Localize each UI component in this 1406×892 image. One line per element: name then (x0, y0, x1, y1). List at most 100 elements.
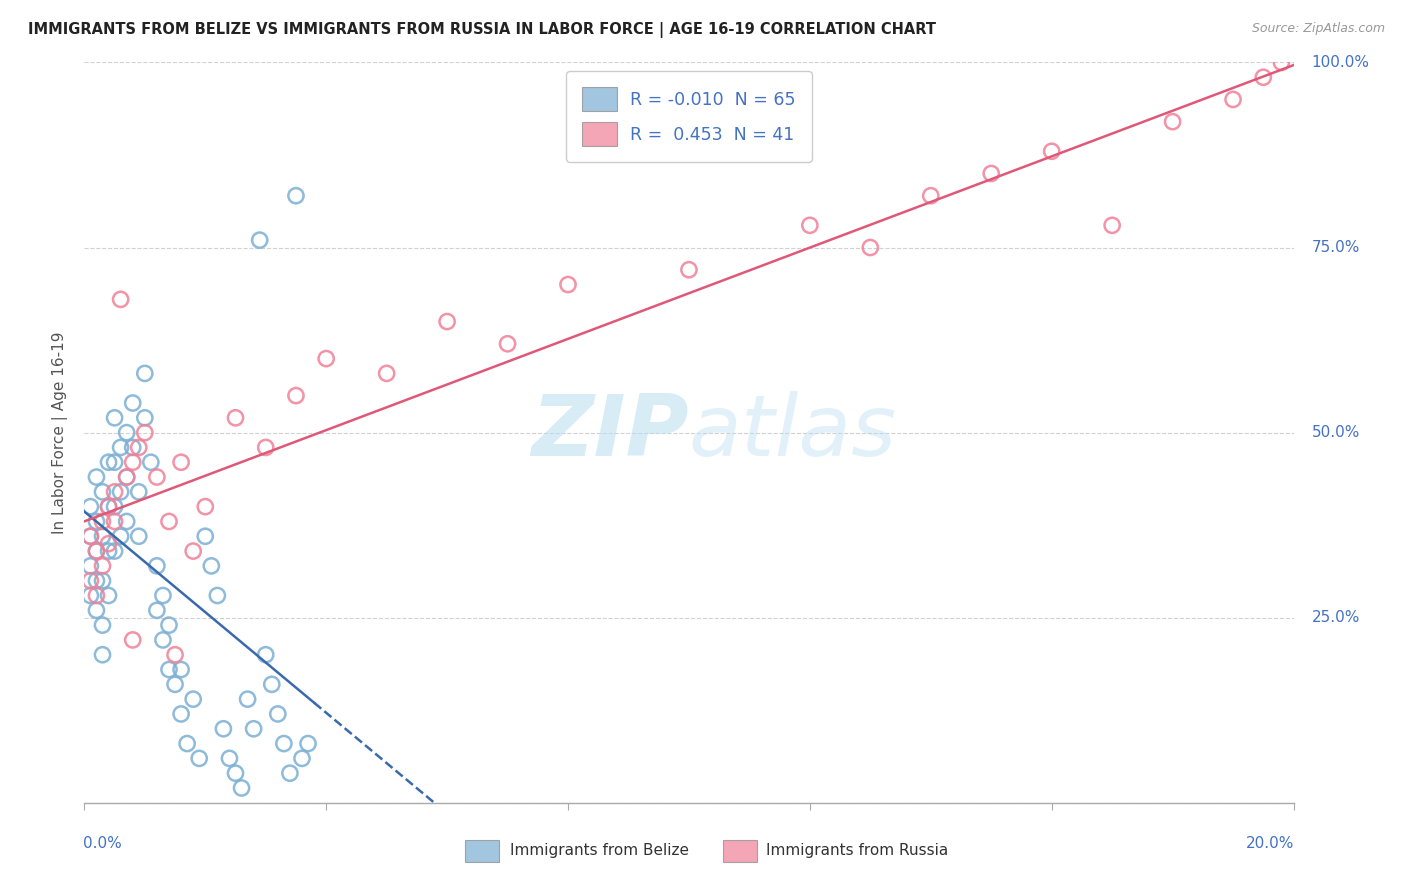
Legend: R = -0.010  N = 65, R =  0.453  N = 41: R = -0.010 N = 65, R = 0.453 N = 41 (567, 71, 811, 162)
Point (91, 558, 114, 573)
Point (207, 589, 229, 603)
Point (104, 544, 127, 558)
Point (91, 574, 114, 588)
Point (297, 737, 319, 751)
Point (920, 188, 942, 202)
Point (436, 314, 458, 328)
Point (157, 515, 180, 529)
Point (1222, 92, 1244, 106)
Point (249, 233, 271, 247)
Point (104, 500, 127, 514)
Point (678, 262, 700, 277)
Point (139, 455, 162, 469)
Point (157, 618, 180, 632)
Point (291, 751, 314, 765)
Point (285, 388, 308, 402)
Point (181, 544, 204, 558)
Text: atlas: atlas (689, 391, 897, 475)
Text: 0.0%: 0.0% (83, 836, 122, 851)
Point (134, 367, 156, 381)
Point (79, 500, 101, 514)
Point (115, 425, 138, 440)
Point (146, 558, 169, 573)
Text: ZIP: ZIP (531, 391, 689, 475)
Text: Immigrants from Belize: Immigrants from Belize (510, 844, 689, 858)
Point (165, 648, 187, 662)
Point (315, 351, 337, 366)
Point (170, 455, 193, 469)
Point (128, 441, 150, 455)
Point (86, 544, 108, 558)
Point (104, 515, 127, 529)
Point (278, 766, 301, 780)
Point (181, 692, 204, 706)
Point (121, 396, 143, 410)
Point (104, 410, 127, 425)
Point (104, 455, 127, 469)
Point (91, 618, 114, 632)
Point (110, 529, 132, 543)
Point (86, 470, 108, 484)
Point (165, 677, 187, 691)
Point (97, 500, 120, 514)
Point (134, 410, 156, 425)
Point (146, 470, 169, 484)
Point (194, 500, 217, 514)
Point (97, 544, 120, 558)
Point (170, 706, 193, 721)
Point (1040, 145, 1063, 159)
Point (152, 589, 174, 603)
Point (134, 425, 156, 440)
Text: 50.0%: 50.0% (1312, 425, 1360, 440)
Point (128, 484, 150, 499)
Text: 20.0%: 20.0% (1246, 836, 1295, 851)
Point (97, 536, 120, 550)
Point (225, 766, 247, 780)
Point (273, 737, 295, 751)
Point (104, 484, 127, 499)
Point (115, 470, 138, 484)
Point (86, 544, 108, 558)
FancyBboxPatch shape (465, 840, 499, 862)
Point (212, 722, 235, 736)
Point (1101, 219, 1123, 233)
Text: IMMIGRANTS FROM BELIZE VS IMMIGRANTS FROM RUSSIA IN LABOR FORCE | AGE 16-19 CORR: IMMIGRANTS FROM BELIZE VS IMMIGRANTS FRO… (28, 22, 936, 38)
Point (86, 603, 108, 617)
Point (267, 706, 290, 721)
FancyBboxPatch shape (723, 840, 756, 862)
Text: 25.0%: 25.0% (1312, 610, 1360, 625)
Point (97, 455, 120, 469)
Point (188, 751, 211, 765)
Point (110, 484, 132, 499)
Point (1161, 114, 1184, 128)
Point (97, 500, 120, 514)
Text: Source: ZipAtlas.com: Source: ZipAtlas.com (1251, 22, 1385, 36)
Point (254, 648, 277, 662)
Point (79, 589, 101, 603)
Point (110, 293, 132, 307)
Point (157, 663, 180, 677)
Point (97, 589, 120, 603)
Point (980, 166, 1002, 180)
Point (79, 529, 101, 543)
Point (152, 632, 174, 647)
Point (218, 751, 240, 765)
Point (79, 558, 101, 573)
Point (557, 277, 579, 292)
Point (176, 737, 198, 751)
Point (91, 648, 114, 662)
Point (194, 529, 217, 543)
Point (86, 515, 108, 529)
Point (285, 188, 308, 202)
Point (375, 367, 398, 381)
Point (225, 410, 247, 425)
Point (859, 240, 882, 255)
Text: 100.0%: 100.0% (1312, 55, 1369, 70)
Point (1253, 70, 1275, 85)
Point (200, 558, 222, 573)
Point (242, 722, 264, 736)
Point (799, 219, 821, 233)
Point (231, 780, 253, 795)
Point (79, 529, 101, 543)
Point (115, 515, 138, 529)
